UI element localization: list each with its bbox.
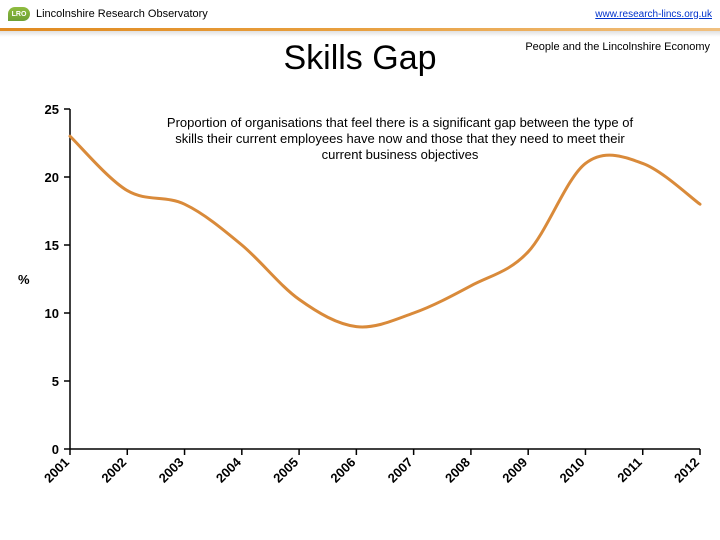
y-tick-label: 20 xyxy=(45,170,59,185)
y-axis-label: % xyxy=(18,272,30,287)
site-link[interactable]: www.research-lincs.org.uk xyxy=(595,9,712,20)
x-tick-label: 2009 xyxy=(499,455,530,486)
x-tick-label: 2006 xyxy=(327,455,358,486)
chart-description-line: skills their current employees have now … xyxy=(175,131,625,146)
logo-badge: LRO xyxy=(8,7,30,21)
x-tick-label: 2002 xyxy=(98,455,129,486)
chart-container: Proportion of organisations that feel th… xyxy=(0,89,720,529)
breadcrumb: People and the Lincolnshire Economy xyxy=(525,41,710,53)
x-tick-label: 2011 xyxy=(614,455,645,486)
x-tick-label: 2003 xyxy=(156,455,187,486)
title-row: Skills Gap People and the Lincolnshire E… xyxy=(0,37,720,89)
chart-description-line: Proportion of organisations that feel th… xyxy=(167,115,634,130)
page-title: Skills Gap xyxy=(283,39,436,78)
y-tick-label: 15 xyxy=(45,238,59,253)
x-tick-label: 2010 xyxy=(557,455,588,486)
x-tick-label: 2008 xyxy=(442,455,473,486)
header-bar: LRO Lincolnshire Research Observatory ww… xyxy=(0,0,720,28)
x-tick-label: 2005 xyxy=(270,455,301,486)
x-tick-label: 2001 xyxy=(41,455,72,486)
y-tick-label: 5 xyxy=(52,374,59,389)
chart-description-line: current business objectives xyxy=(322,147,479,162)
y-tick-label: 25 xyxy=(45,102,59,117)
x-tick-label: 2012 xyxy=(671,455,702,486)
y-tick-label: 10 xyxy=(45,306,59,321)
x-tick-label: 2007 xyxy=(385,455,416,486)
x-tick-label: 2004 xyxy=(213,454,245,486)
logo-text: LRO xyxy=(12,11,27,18)
y-tick-label: 0 xyxy=(52,442,59,457)
org-name: Lincolnshire Research Observatory xyxy=(36,8,208,20)
series-line xyxy=(70,136,700,327)
skills-gap-chart: Proportion of organisations that feel th… xyxy=(0,89,720,529)
